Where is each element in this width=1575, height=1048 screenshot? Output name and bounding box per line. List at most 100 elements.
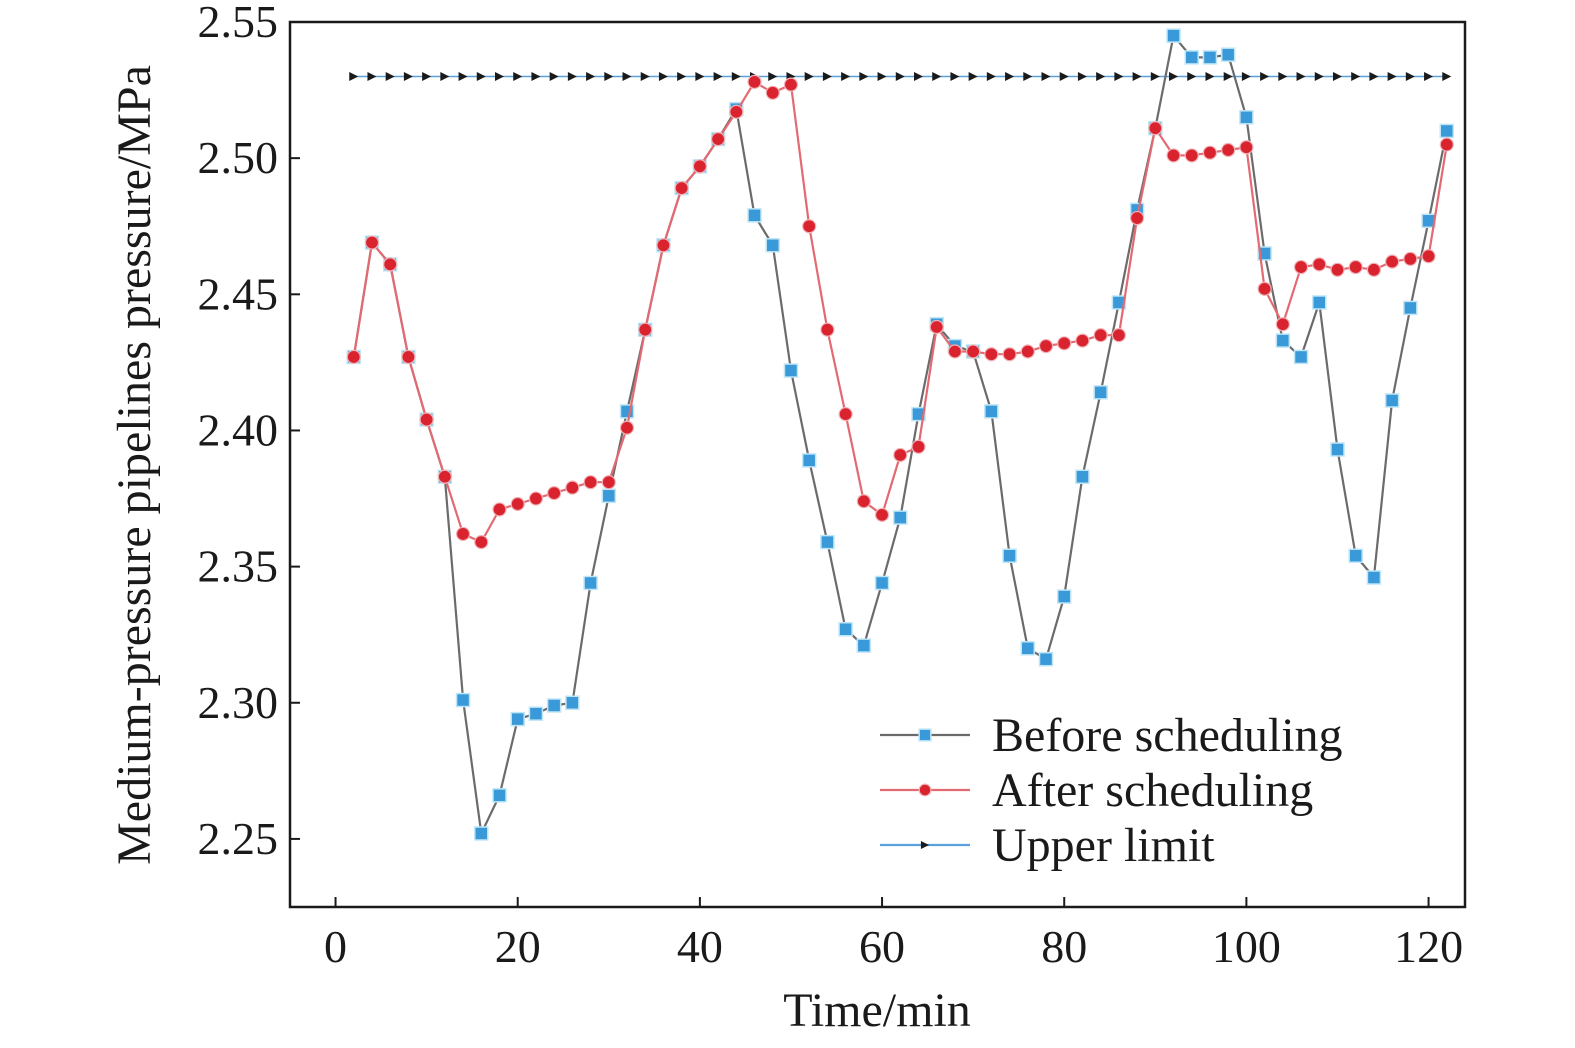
x-tick-label: 80 <box>1041 921 1087 972</box>
data-point-before-scheduling <box>1330 442 1345 457</box>
data-point-after-scheduling <box>1129 210 1145 226</box>
data-point-upper-limit <box>731 71 741 81</box>
data-point-before-scheduling <box>984 404 999 419</box>
y-tick-label: 2.30 <box>198 677 279 728</box>
data-point-upper-limit <box>804 71 814 81</box>
data-point-after-scheduling <box>1184 148 1199 163</box>
data-point-after-scheduling <box>474 535 489 550</box>
x-tick-label: 20 <box>495 921 541 972</box>
y-tick-label: 2.55 <box>198 0 279 47</box>
data-point-upper-limit <box>1260 71 1270 81</box>
data-point-upper-limit <box>422 71 432 81</box>
data-point-before-scheduling <box>838 621 853 637</box>
data-point-upper-limit <box>713 71 723 81</box>
data-point-upper-limit <box>1114 71 1124 81</box>
data-point-after-scheduling <box>619 420 635 435</box>
data-point-upper-limit <box>403 71 413 81</box>
data-point-upper-limit <box>531 71 541 81</box>
data-point-upper-limit <box>1278 71 1288 81</box>
data-point-before-scheduling <box>601 488 617 504</box>
y-tick-label: 2.45 <box>198 268 279 319</box>
data-point-after-scheduling <box>1293 259 1309 275</box>
data-point-before-scheduling <box>492 788 507 803</box>
data-point-upper-limit <box>1023 71 1033 81</box>
data-point-upper-limit <box>877 71 887 81</box>
data-point-after-scheduling <box>802 219 817 234</box>
data-point-after-scheduling <box>966 344 981 359</box>
data-point-upper-limit <box>1205 71 1215 81</box>
data-point-after-scheduling <box>929 319 944 335</box>
data-point-after-scheduling <box>656 238 671 253</box>
x-tick-label: 60 <box>859 921 905 972</box>
data-point-upper-limit <box>367 71 377 81</box>
legend-label-before-scheduling: Before scheduling <box>992 709 1343 762</box>
data-point-upper-limit <box>932 71 942 81</box>
data-point-after-scheduling <box>711 131 726 147</box>
data-point-after-scheduling <box>346 349 361 365</box>
data-point-upper-limit <box>822 71 832 81</box>
data-point-before-scheduling <box>565 695 580 711</box>
data-point-upper-limit <box>385 71 395 81</box>
data-point-after-scheduling <box>747 74 762 90</box>
data-point-upper-limit <box>677 71 687 81</box>
data-point-after-scheduling <box>984 347 999 362</box>
series-line-after-scheduling <box>352 80 1448 544</box>
data-point-after-scheduling <box>838 407 853 422</box>
data-point-before-scheduling <box>1348 548 1363 563</box>
data-point-before-scheduling <box>874 575 890 591</box>
data-point-upper-limit <box>604 71 614 81</box>
data-point-upper-limit <box>549 71 559 81</box>
data-point-after-scheduling <box>455 526 471 542</box>
data-point-after-scheduling <box>1421 249 1436 264</box>
x-axis-title: Time/min <box>783 984 971 1037</box>
data-point-after-scheduling <box>1348 259 1363 275</box>
data-point-after-scheduling <box>419 412 434 427</box>
data-point-upper-limit <box>1332 71 1342 81</box>
data-point-upper-limit <box>640 71 650 81</box>
data-point-before-scheduling <box>801 453 817 468</box>
data-point-before-scheduling <box>1184 50 1199 65</box>
data-point-after-scheduling <box>1366 262 1382 277</box>
data-point-after-scheduling <box>729 104 744 119</box>
data-point-upper-limit <box>950 71 960 81</box>
data-point-upper-limit <box>1132 71 1142 81</box>
data-point-before-scheduling <box>1293 349 1309 365</box>
data-point-after-scheduling <box>364 235 380 250</box>
data-point-upper-limit <box>1005 71 1015 81</box>
data-point-after-scheduling <box>1038 338 1054 354</box>
data-point-before-scheduling <box>1111 295 1127 310</box>
x-tick-label: 40 <box>677 921 723 972</box>
data-point-after-scheduling <box>528 491 544 506</box>
data-point-before-scheduling <box>528 706 544 721</box>
data-point-before-scheduling <box>1056 589 1072 604</box>
data-point-before-scheduling <box>510 711 525 727</box>
data-point-before-scheduling <box>856 638 872 653</box>
data-point-after-scheduling <box>1002 347 1017 362</box>
y-tick-label: 2.50 <box>198 132 279 183</box>
y-axis-title: Medium-pressure pipelines pressure/MPa <box>108 65 161 865</box>
data-point-upper-limit <box>1059 71 1069 81</box>
data-point-upper-limit <box>567 71 577 81</box>
data-point-after-scheduling <box>893 447 908 463</box>
data-point-after-scheduling <box>1166 148 1181 163</box>
x-tick-label: 120 <box>1394 921 1463 972</box>
data-point-upper-limit <box>841 71 851 81</box>
data-point-after-scheduling <box>1093 328 1108 343</box>
data-point-after-scheduling <box>1020 344 1035 359</box>
data-point-after-scheduling <box>1111 328 1126 343</box>
data-point-upper-limit <box>1077 71 1087 81</box>
data-point-upper-limit <box>658 71 668 81</box>
series-after-scheduling <box>346 74 1454 550</box>
data-point-before-scheduling <box>747 208 762 223</box>
data-point-upper-limit <box>859 71 869 81</box>
data-point-upper-limit <box>895 71 905 81</box>
series-upper-limit <box>349 71 1452 81</box>
data-point-before-scheduling <box>455 692 471 708</box>
data-point-before-scheduling <box>820 534 835 550</box>
data-point-before-scheduling <box>1275 333 1291 348</box>
data-point-upper-limit <box>1296 71 1306 81</box>
data-point-upper-limit <box>968 71 978 81</box>
data-point-before-scheduling <box>1366 570 1382 585</box>
data-point-before-scheduling <box>1312 295 1327 310</box>
